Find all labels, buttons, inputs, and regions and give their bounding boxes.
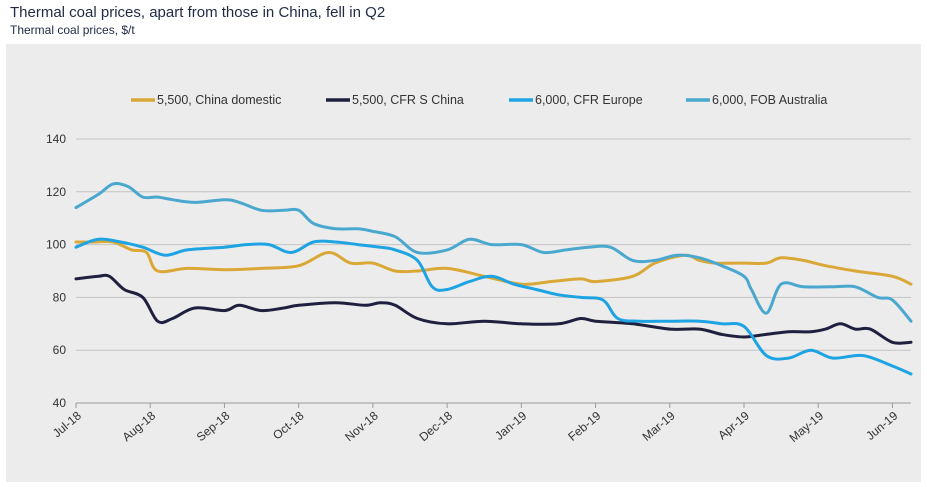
x-tick-label: Aug-18	[120, 408, 159, 444]
chart-panel: 5,500, China domestic 5,500, CFR S China 6…	[6, 44, 921, 482]
x-tick-label: Jun-19	[863, 408, 900, 443]
legend-label: 5,500, CFR S China	[352, 93, 464, 107]
legend: 5,500, China domestic 5,500, CFR S China 6…	[131, 93, 827, 107]
legend-item-6-000-fob-australia: 6,000, FOB Australia	[686, 93, 827, 107]
x-tick-label: Oct-18	[270, 408, 307, 442]
line-chart: 5,500, China domestic 5,500, CFR S China 6…	[46, 93, 913, 445]
legend-item-5-500-cfr-s-china: 5,500, CFR S China	[326, 93, 464, 107]
x-tick-label: Apr-19	[715, 408, 752, 442]
y-tick-label: 60	[53, 343, 67, 357]
chart-subtitle: Thermal coal prices, $/t	[10, 23, 135, 37]
legend-label: 6,000, FOB Australia	[712, 93, 827, 107]
x-tick-label: Dec-18	[416, 408, 455, 444]
legend-label: 6,000, CFR Europe	[535, 93, 643, 107]
legend-item-6-000-cfr-europe: 6,000, CFR Europe	[509, 93, 643, 107]
series-line-6-000-fob-australia	[74, 181, 913, 323]
x-tick-label: May-19	[786, 408, 826, 445]
gridlines	[76, 138, 911, 404]
series-line-6-000-cfr-europe	[74, 237, 913, 376]
x-tick-label: Mar-19	[640, 408, 678, 443]
x-tick-label: Jan-19	[492, 408, 529, 443]
series-line-5-500-cfr-s-china	[74, 273, 913, 345]
x-axis: Jul-18 Aug-18 Sep-18 Oct-18 Nov-18 Dec-18 Jan-…	[50, 403, 901, 445]
chart-title: Thermal coal prices, apart from those in…	[10, 4, 386, 21]
x-tick-label: Feb-19	[565, 408, 603, 443]
y-tick-label: 140	[46, 132, 66, 146]
x-tick-label: Jul-18	[50, 408, 84, 440]
y-axis: 40 60 80 100 120 140	[46, 132, 66, 410]
legend-label: 5,500, China domestic	[157, 93, 281, 107]
y-tick-label: 120	[46, 185, 66, 199]
y-tick-label: 40	[53, 396, 67, 410]
legend-item-5-500-china-domestic: 5,500, China domestic	[131, 93, 281, 107]
y-tick-label: 100	[46, 238, 66, 252]
y-tick-label: 80	[53, 290, 67, 304]
x-tick-label: Nov-18	[342, 408, 381, 444]
series-lines	[74, 181, 913, 376]
x-tick-label: Sep-18	[194, 408, 233, 444]
